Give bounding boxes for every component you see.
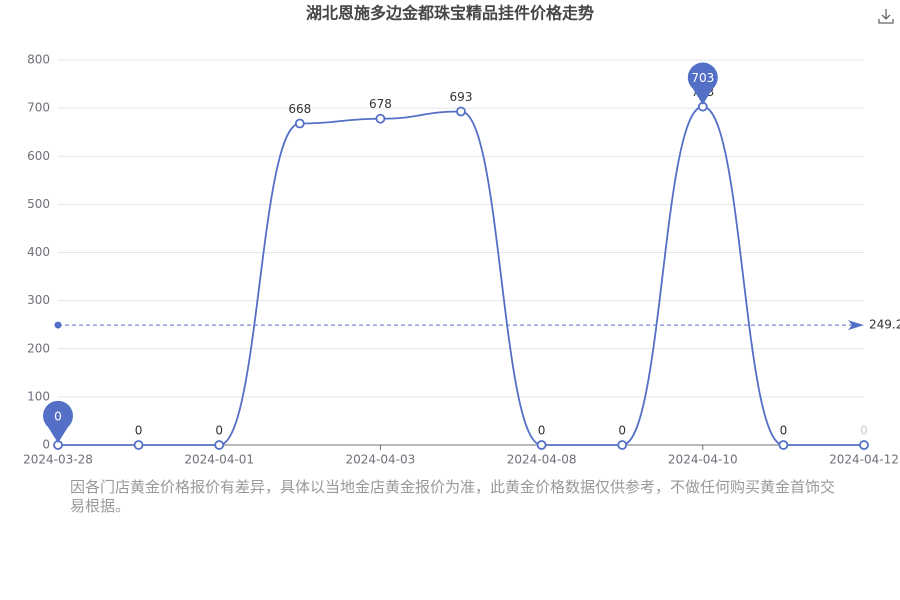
mark-pin [43, 400, 73, 443]
data-point [133, 440, 144, 450]
x-tick-label: 2024-03-28 [23, 453, 93, 467]
data-label: 0 [780, 424, 788, 438]
y-tick-label: 800 [27, 53, 50, 67]
y-tick-label: 0 [42, 438, 50, 452]
x-tick-label: 2024-04-08 [507, 453, 577, 467]
x-tick-label: 2024-04-10 [668, 453, 738, 467]
data-label: 668 [288, 102, 311, 116]
series-line [58, 105, 864, 446]
data-point [859, 440, 869, 450]
y-tick-label: 400 [27, 245, 50, 259]
data-label: 0 [618, 424, 626, 438]
average-start [54, 321, 62, 329]
average-arrow [848, 320, 864, 331]
x-tick-label: 2024-04-12 [829, 453, 899, 467]
footnote: 因各门店黄金价格报价有差异，具体以当地金店黄金报价为准，此黄金价格数据仅供参考，… [70, 478, 836, 515]
y-tick-label: 300 [27, 293, 50, 307]
average-label: 249.2 [869, 318, 900, 332]
data-point [375, 113, 386, 124]
mark-pin-label: 703 [691, 71, 714, 85]
data-point [214, 440, 225, 450]
y-tick-label: 500 [27, 197, 50, 211]
data-point [536, 440, 547, 450]
y-tick-label: 600 [27, 149, 50, 163]
data-point [778, 440, 789, 450]
y-tick-label: 100 [27, 389, 50, 403]
data-label: 0 [538, 424, 546, 438]
chart-title: 湖北恩施多边金都珠宝精品挂件价格走势 [306, 4, 594, 23]
x-tick-label: 2024-04-01 [184, 453, 254, 467]
y-tick-label: 200 [27, 341, 50, 355]
data-label: 0 [135, 424, 143, 438]
download-icon[interactable] [878, 9, 894, 24]
data-label: 0 [215, 424, 223, 438]
data-point [294, 118, 305, 129]
data-label: 0 [860, 424, 868, 438]
data-point [617, 440, 628, 450]
x-tick-label: 2024-04-03 [346, 453, 416, 467]
mark-pin-label: 0 [54, 410, 62, 424]
data-label: 678 [369, 97, 392, 111]
y-tick-label: 700 [27, 101, 50, 115]
mark-pin [687, 62, 718, 105]
data-label: 693 [450, 90, 473, 104]
data-point [456, 106, 466, 117]
